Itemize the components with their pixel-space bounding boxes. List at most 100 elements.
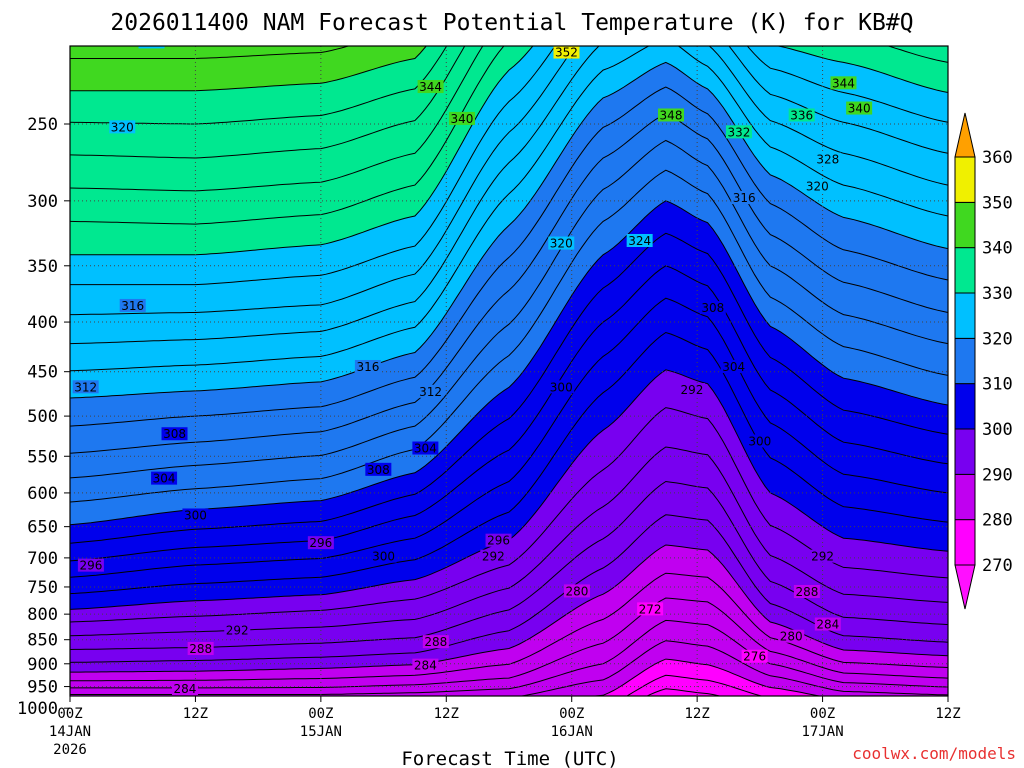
x-tick-label: 12Z — [434, 706, 459, 722]
contour-label-bg — [804, 179, 831, 193]
x-axis-label: Forecast Time (UTC) — [401, 748, 618, 768]
isentrope-280 — [590, 658, 823, 696]
colorbar-tick-label: 280 — [982, 511, 1013, 531]
isentrope-336 — [70, 46, 466, 159]
contour-label-bg — [417, 384, 444, 398]
isentrope-340 — [70, 46, 427, 92]
contour-label-bg — [814, 152, 841, 166]
contour-label-bg — [898, 702, 924, 715]
contour-label-bg — [448, 111, 475, 125]
colorbar-swatch — [954, 201, 976, 249]
contour-label: 300 — [184, 508, 207, 522]
contour-label-bg — [119, 298, 146, 312]
y-tick-label: 650 — [27, 518, 58, 538]
isentrope-312 — [70, 169, 948, 503]
contour-label-bg — [77, 558, 104, 572]
isentrope-284 — [70, 619, 948, 695]
isentrope-286 — [70, 597, 948, 689]
contour-label-bg — [370, 549, 397, 563]
plot-border — [69, 45, 949, 697]
contour-label: 304 — [153, 472, 176, 486]
contour-label: 308 — [367, 463, 390, 477]
contour-label-bg — [720, 359, 747, 373]
y-tick-label: 500 — [27, 407, 58, 427]
contour-label-bg — [746, 434, 773, 448]
contour-label: 316 — [733, 191, 756, 205]
colorbar-tick-label: 350 — [982, 193, 1013, 213]
credit-link[interactable]: coolwx.com/models — [852, 744, 1016, 763]
isentrope-298 — [70, 407, 948, 623]
colorbar-swatch — [954, 337, 976, 385]
contour-label: 292 — [680, 383, 703, 397]
isentrope-306 — [70, 265, 948, 562]
contour-label-bg — [658, 108, 685, 122]
isentrope-304 — [70, 297, 948, 578]
contour-label: 288 — [424, 635, 447, 649]
y-tick-label: 600 — [27, 484, 58, 504]
contour-label-bg — [846, 101, 873, 115]
contour-label: 328 — [816, 153, 839, 167]
colorbar-tick-label: 300 — [982, 420, 1013, 440]
contour-label: 284 — [816, 618, 839, 632]
contour-label: 332 — [727, 125, 750, 139]
y-tick-label: 850 — [27, 631, 58, 651]
y-tick-label: 800 — [27, 605, 58, 625]
y-tick-label: 750 — [27, 578, 58, 598]
contour-label: 296 — [79, 559, 102, 573]
contour-label-bg — [187, 642, 214, 656]
contour-label: 296 — [487, 534, 510, 548]
contour-label: 308 — [163, 427, 186, 441]
chart-title: 2026011400 NAM Forecast Potential Temper… — [110, 10, 913, 36]
contour-label: 316 — [121, 299, 144, 313]
colorbar-tick-label: 270 — [982, 556, 1013, 576]
contour-label-bg — [548, 236, 575, 250]
isentrope-288 — [70, 572, 948, 682]
contour-label-bg — [678, 383, 705, 397]
contour-label-bg — [793, 584, 820, 598]
contour-label: 300 — [748, 434, 771, 448]
band-fill-330 — [70, 46, 948, 255]
colorbar-swatch — [954, 156, 976, 203]
contour-label: 352 — [555, 46, 578, 60]
contour-label-bg — [151, 471, 178, 485]
contour-label: 280 — [565, 584, 588, 598]
colorbar-tick-label: 330 — [982, 284, 1013, 304]
isentrope-330 — [70, 46, 948, 256]
contour-label-bg — [788, 108, 815, 122]
contour-label: 340 — [451, 112, 474, 126]
contour-label-bg — [814, 617, 841, 631]
isentrope-324 — [70, 46, 948, 345]
contour-label-bg — [161, 427, 188, 441]
contour-label: 324 — [628, 234, 651, 248]
y-tick-label: 250 — [27, 115, 58, 135]
isentrope-310 — [70, 200, 948, 526]
isentrope-296 — [70, 446, 948, 637]
contour-label-bg — [485, 533, 512, 547]
contour-label: 288 — [189, 642, 212, 656]
contour-label-bg — [354, 359, 381, 373]
isentrope-282 — [518, 640, 948, 696]
contour-label: 300 — [372, 550, 395, 564]
contour-label: 348 — [660, 108, 683, 122]
contour-label: 296 — [309, 536, 332, 550]
contour-label: 320 — [550, 237, 573, 251]
contour-label-bg — [699, 301, 726, 315]
contour-label-bg — [741, 649, 768, 663]
colorbar-swatch — [954, 473, 976, 521]
x-tick-label: 00Z — [57, 706, 82, 722]
contour-label: 308 — [701, 301, 724, 315]
contour-label-bg — [224, 623, 251, 637]
contour-label: 304 — [414, 442, 437, 456]
colorbar-tick-label: 290 — [982, 465, 1013, 485]
isentrope-318 — [70, 86, 948, 427]
contour-label-bg — [138, 46, 165, 49]
isentrope-332 — [70, 46, 948, 225]
contour-label-bg — [412, 658, 439, 672]
x-tick-label: 12Z — [684, 706, 709, 722]
contour-label: 292 — [811, 550, 834, 564]
contour-label: 276 — [900, 702, 923, 716]
contour-label-bg — [548, 380, 575, 394]
isentrope-326 — [70, 46, 948, 316]
colorbar-tick-label: 340 — [982, 239, 1013, 259]
contour-label-bg — [778, 629, 805, 643]
